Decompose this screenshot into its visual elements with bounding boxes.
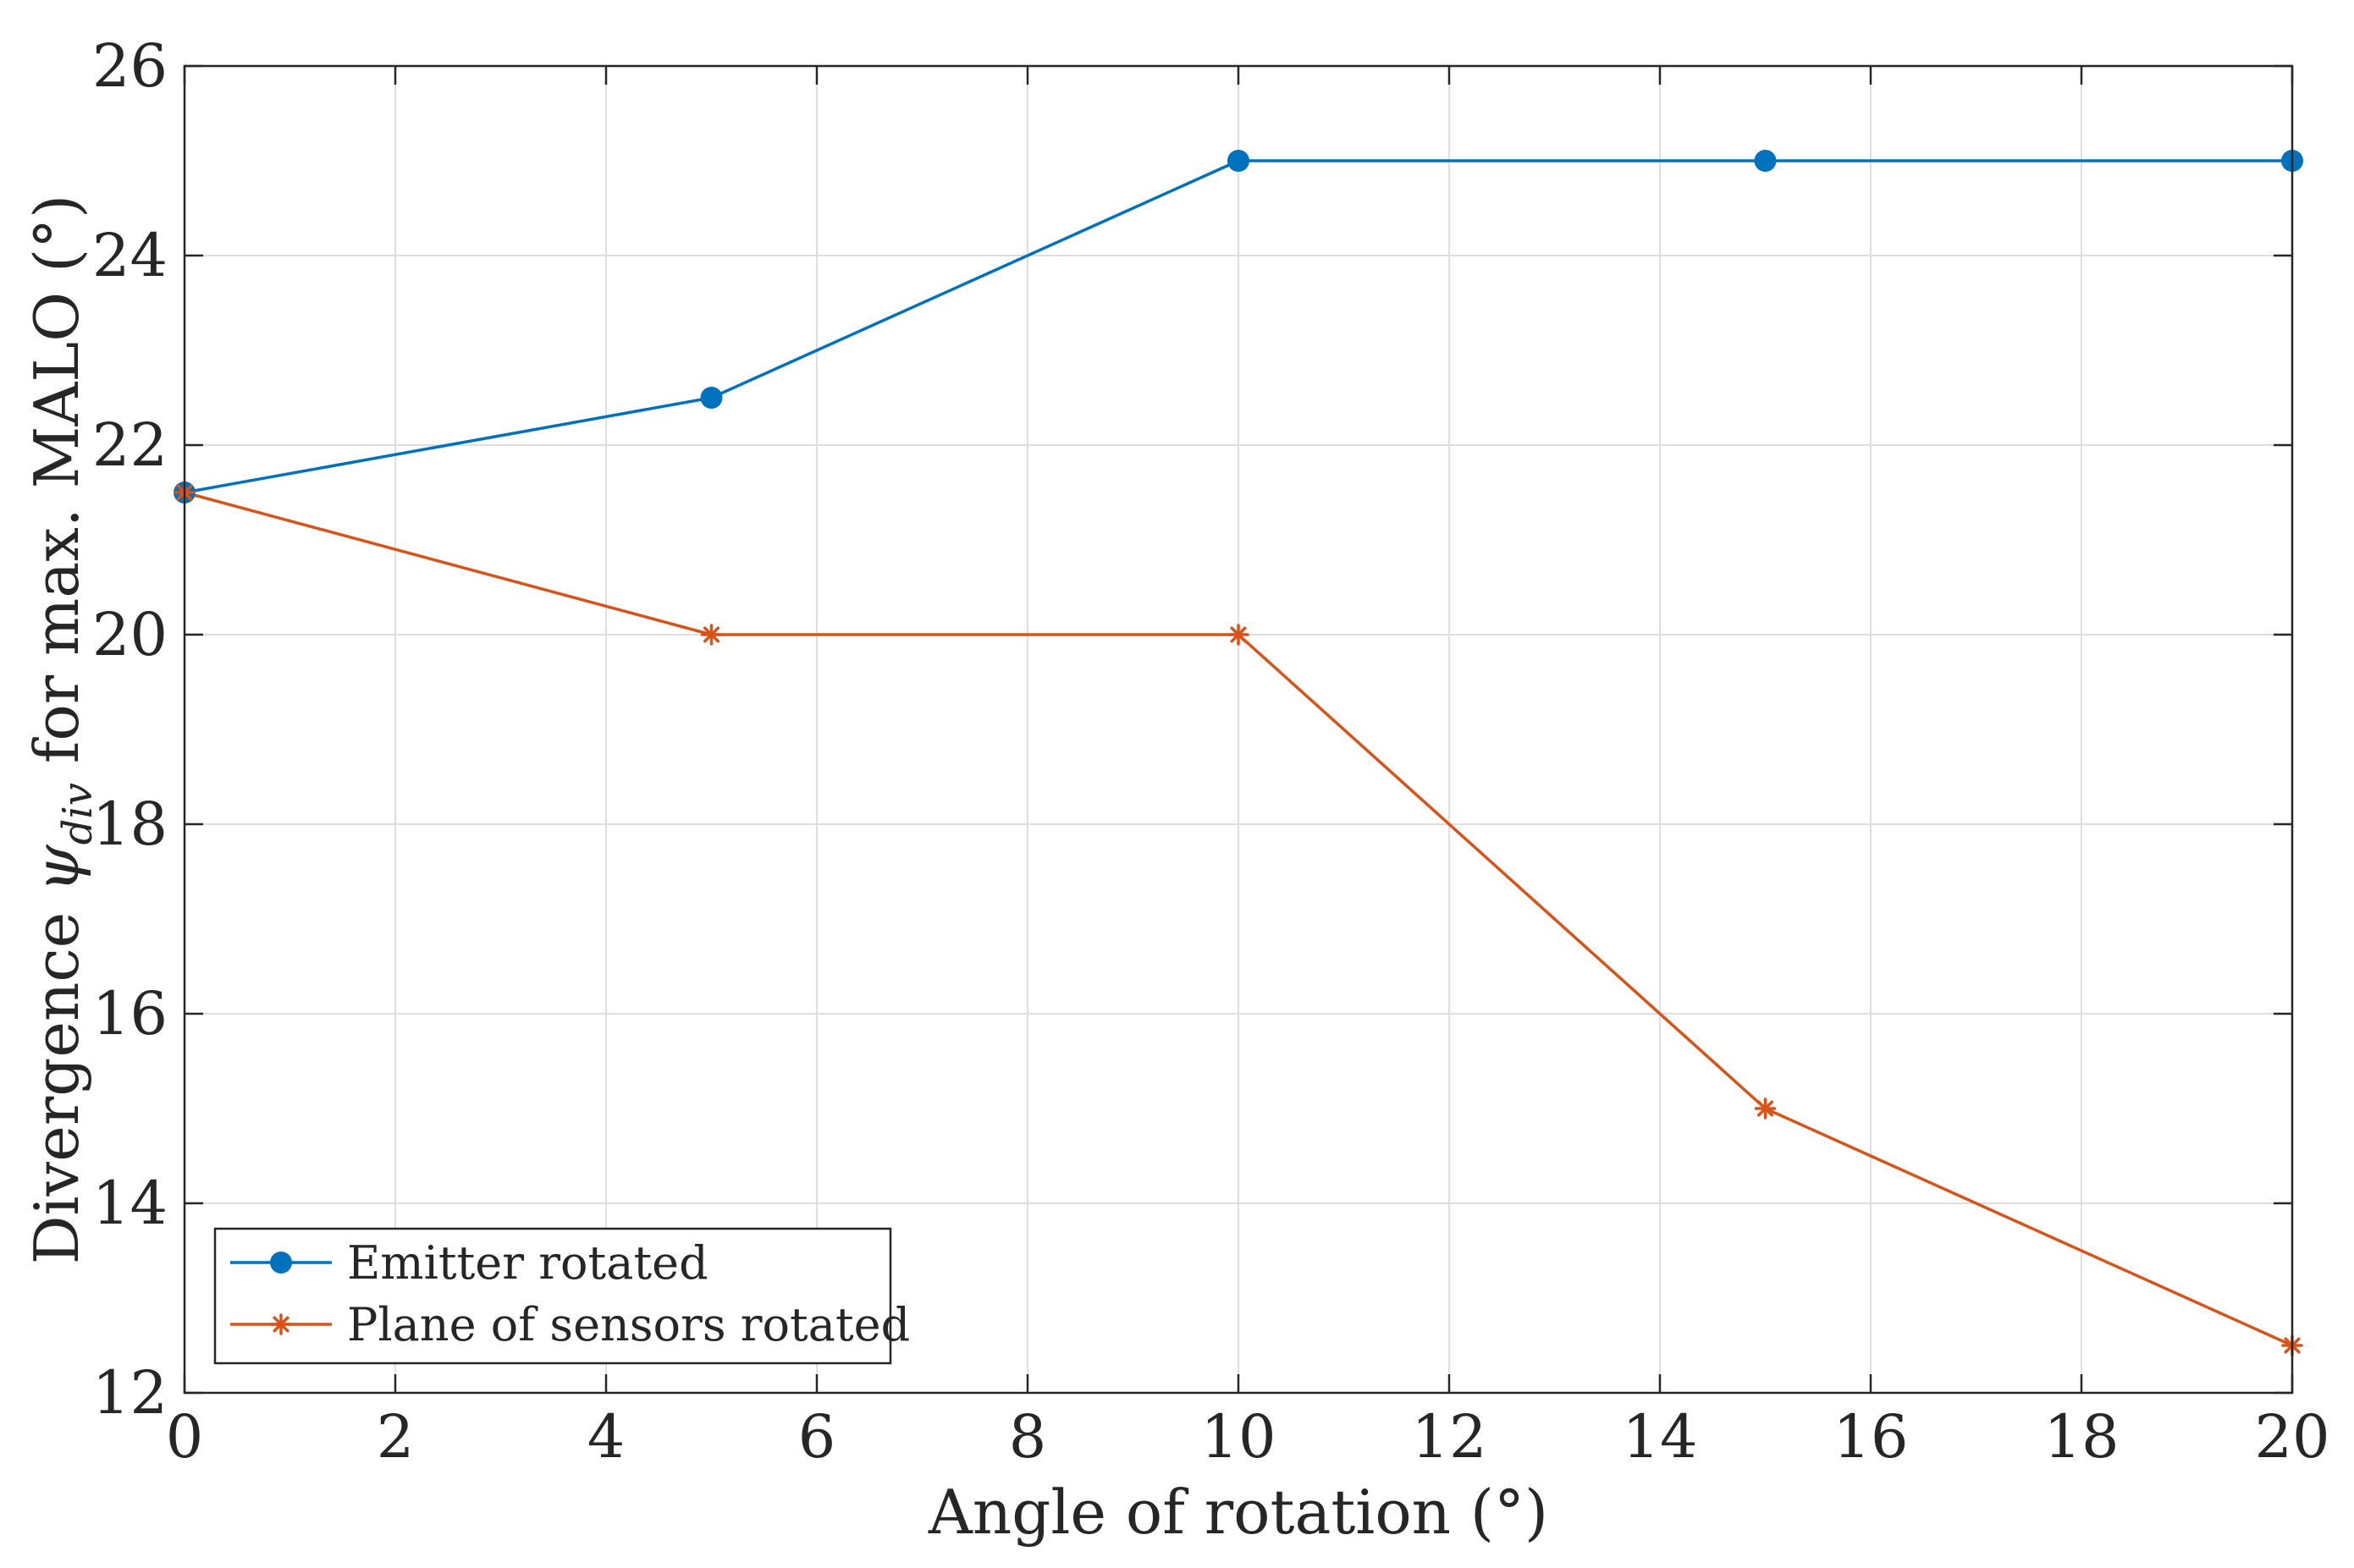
- data-point-emitter-rotated: [700, 387, 723, 409]
- data-point-plane-of-sensors-rotated: [700, 624, 723, 646]
- data-point-plane-of-sensors-rotated: [1754, 1098, 1777, 1120]
- data-point-plane-of-sensors-rotated-stroke: [1756, 1100, 1774, 1117]
- legend: Emitter rotated Plane of sensors rotated: [213, 1227, 910, 1365]
- x-tick-label: 2: [377, 1402, 415, 1472]
- y-tick-label: 24: [92, 221, 168, 290]
- y-tick-label: 18: [92, 790, 168, 859]
- data-point-plane-of-sensors-rotated: [1227, 624, 1249, 646]
- grid: [185, 66, 2292, 1393]
- legend-entry-plane-of-sensors-rotated: Plane of sensors rotated: [230, 1298, 910, 1351]
- x-tick-label: 0: [166, 1402, 204, 1472]
- data-point-emitter-rotated: [1227, 150, 1249, 172]
- legend-asterisk-glyph-stroke: [273, 1316, 289, 1333]
- x-tick-labels: 0 2 4 6 8 10 12 14 16 18 20: [166, 1402, 2330, 1472]
- x-tick-label: 4: [587, 1402, 626, 1472]
- data-point-emitter-rotated: [1754, 150, 1777, 172]
- x-axis-label: Angle of rotation (°): [928, 1477, 1548, 1548]
- x-tick-label: 12: [1411, 1402, 1486, 1472]
- legend-label-plane-of-sensors-rotated: Plane of sensors rotated: [347, 1298, 910, 1351]
- axis-ticks: [183, 64, 2294, 1395]
- y-tick-labels: 12 14 16 18 20 22 24 26: [92, 31, 168, 1428]
- legend-marker-plane-of-sensors-rotated: [270, 1313, 292, 1335]
- legend-marker-emitter-rotated: [270, 1252, 292, 1274]
- y-tick-label: 16: [92, 979, 168, 1048]
- y-tick-label: 12: [92, 1358, 168, 1428]
- y-tick-label: 20: [92, 600, 168, 669]
- y-axis-label: Divergence ψdiv for max. MALO (°): [21, 195, 102, 1264]
- x-tick-label: 8: [1009, 1402, 1047, 1472]
- legend-entry-emitter-rotated: Emitter rotated: [230, 1236, 708, 1290]
- x-tick-label: 10: [1200, 1402, 1276, 1472]
- x-tick-label: 18: [2043, 1402, 2119, 1472]
- legend-asterisk-glyph: [270, 1313, 292, 1335]
- x-tick-label: 16: [1833, 1402, 1908, 1472]
- y-tick-label: 22: [92, 410, 168, 480]
- legend-label-emitter-rotated: Emitter rotated: [347, 1236, 708, 1290]
- y-tick-label: 26: [92, 31, 168, 101]
- x-tick-label: 20: [2254, 1402, 2329, 1472]
- data-point-plane-of-sensors-rotated-stroke: [1230, 626, 1247, 643]
- y-tick-label: 14: [92, 1169, 168, 1238]
- x-tick-label: 6: [798, 1402, 836, 1472]
- data-point-plane-of-sensors-rotated-stroke: [703, 626, 720, 643]
- legend-box: [213, 1227, 892, 1365]
- x-tick-label: 14: [1622, 1402, 1697, 1472]
